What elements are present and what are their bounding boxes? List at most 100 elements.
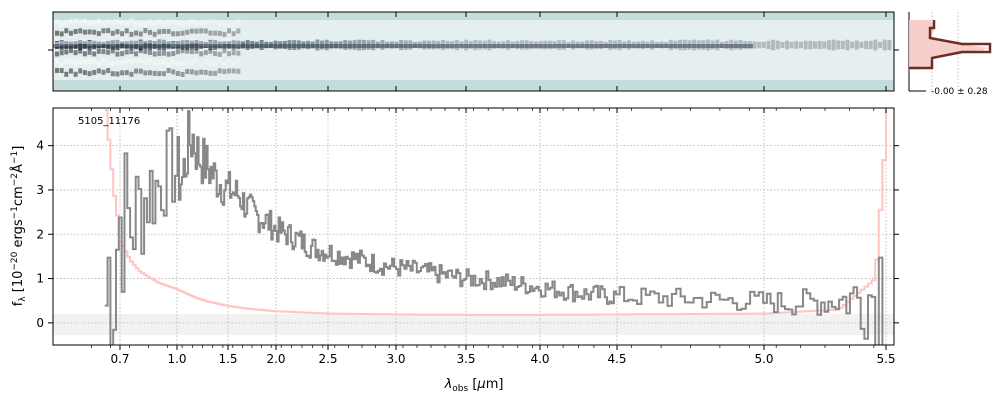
trace-column xyxy=(320,40,325,50)
trace-column xyxy=(292,40,297,50)
trace-noise xyxy=(231,31,236,37)
trace-column xyxy=(189,40,194,50)
trace-column xyxy=(361,39,366,51)
trace-noise xyxy=(101,39,106,45)
spectrum-2d-frame xyxy=(52,11,895,92)
trace-noise xyxy=(78,48,83,54)
trace-column xyxy=(227,41,232,49)
trace-noise xyxy=(222,39,227,45)
trace-column xyxy=(296,40,301,50)
trace-column xyxy=(743,41,748,49)
trace-column xyxy=(812,41,817,49)
trace-noise xyxy=(96,18,101,24)
trace-column xyxy=(673,40,678,50)
trace-noise xyxy=(82,39,87,45)
trace-noise xyxy=(143,60,148,66)
trace-column xyxy=(440,39,445,51)
trace-noise xyxy=(120,60,125,66)
zero-band xyxy=(53,314,894,335)
trace-noise xyxy=(115,39,120,45)
trace-noise xyxy=(157,71,162,77)
trace-column xyxy=(478,40,483,50)
trace-noise xyxy=(227,38,232,44)
trace-noise xyxy=(194,28,199,34)
trace-noise xyxy=(68,18,73,24)
trace-noise xyxy=(161,59,166,65)
trace-noise xyxy=(171,58,176,64)
trace-noise xyxy=(217,21,222,27)
trace-column xyxy=(566,41,571,49)
trace-noise xyxy=(180,61,185,67)
trace-column xyxy=(613,40,617,50)
spectrum-2d-ticks xyxy=(48,12,899,91)
trace-noise xyxy=(208,30,213,36)
trace-noise xyxy=(222,69,227,75)
trace-noise xyxy=(175,40,180,46)
trace-column xyxy=(459,41,464,49)
trace-noise xyxy=(222,21,227,27)
trace-noise xyxy=(208,70,213,76)
trace-noise xyxy=(138,20,143,26)
trace-noise xyxy=(203,20,208,26)
trace-noise xyxy=(222,61,227,67)
trace-column xyxy=(161,39,166,51)
trace-column xyxy=(241,41,245,49)
trace-column xyxy=(96,41,101,49)
x-axis-label: λobs [μm] xyxy=(444,377,504,394)
trace-noise xyxy=(143,28,148,34)
trace-noise xyxy=(189,28,194,34)
trace-noise xyxy=(73,60,78,66)
trace-noise xyxy=(110,61,115,67)
trace-noise xyxy=(166,28,171,34)
trace-column xyxy=(329,41,334,49)
trace-noise xyxy=(124,49,129,55)
trace-noise xyxy=(138,48,143,54)
trace-noise xyxy=(87,29,92,35)
trace-column xyxy=(482,40,487,50)
trace-column xyxy=(887,39,892,51)
trace-noise xyxy=(199,69,204,75)
trace-noise xyxy=(129,48,134,54)
trace-column xyxy=(231,40,236,50)
trace-noise xyxy=(59,21,64,27)
trace-noise xyxy=(148,29,152,35)
trace-noise xyxy=(73,29,78,35)
trace-noise xyxy=(203,50,208,56)
x-tick-label: 3.5 xyxy=(456,352,475,366)
trace-column xyxy=(301,41,306,49)
trace-noise xyxy=(124,20,129,26)
trace-noise xyxy=(134,51,139,57)
trace-column xyxy=(817,40,822,50)
x-tick-label: 4.5 xyxy=(607,352,626,366)
trace-noise xyxy=(134,20,139,26)
trace-column xyxy=(273,40,278,50)
trace-noise xyxy=(115,60,120,66)
trace-noise xyxy=(129,31,134,37)
spectrum-1d-panel: 0.7 1.0 1.5 2.0 2.5 3.0 3.5 4.0 4.5 5.0 5.5 0 1 2 3 4 5… xyxy=(10,107,899,394)
x-tick-label: 3.0 xyxy=(386,352,405,366)
trace-column xyxy=(645,41,650,49)
trace-column xyxy=(617,39,622,51)
trace-noise xyxy=(55,30,59,36)
trace-noise xyxy=(101,58,106,64)
trace-noise xyxy=(134,58,139,64)
trace-column xyxy=(152,40,157,50)
trace-column xyxy=(664,41,669,49)
trace-column xyxy=(222,41,227,49)
trace-column xyxy=(868,40,873,50)
trace-column xyxy=(492,41,497,49)
trace-noise xyxy=(120,38,125,44)
y-axis-label: fλ [10−20 ergs−1cm−2Å−1] xyxy=(10,146,28,307)
trace-noise xyxy=(73,18,78,24)
trace-noise xyxy=(82,59,87,65)
trace-noise xyxy=(120,31,125,37)
trace-column xyxy=(873,39,878,51)
trace-noise xyxy=(161,38,166,44)
trace-noise xyxy=(59,31,64,37)
trace-noise xyxy=(78,28,83,34)
trace-noise xyxy=(217,51,222,57)
trace-column xyxy=(143,40,148,50)
trace-noise xyxy=(166,51,171,57)
trace-column xyxy=(166,41,171,49)
